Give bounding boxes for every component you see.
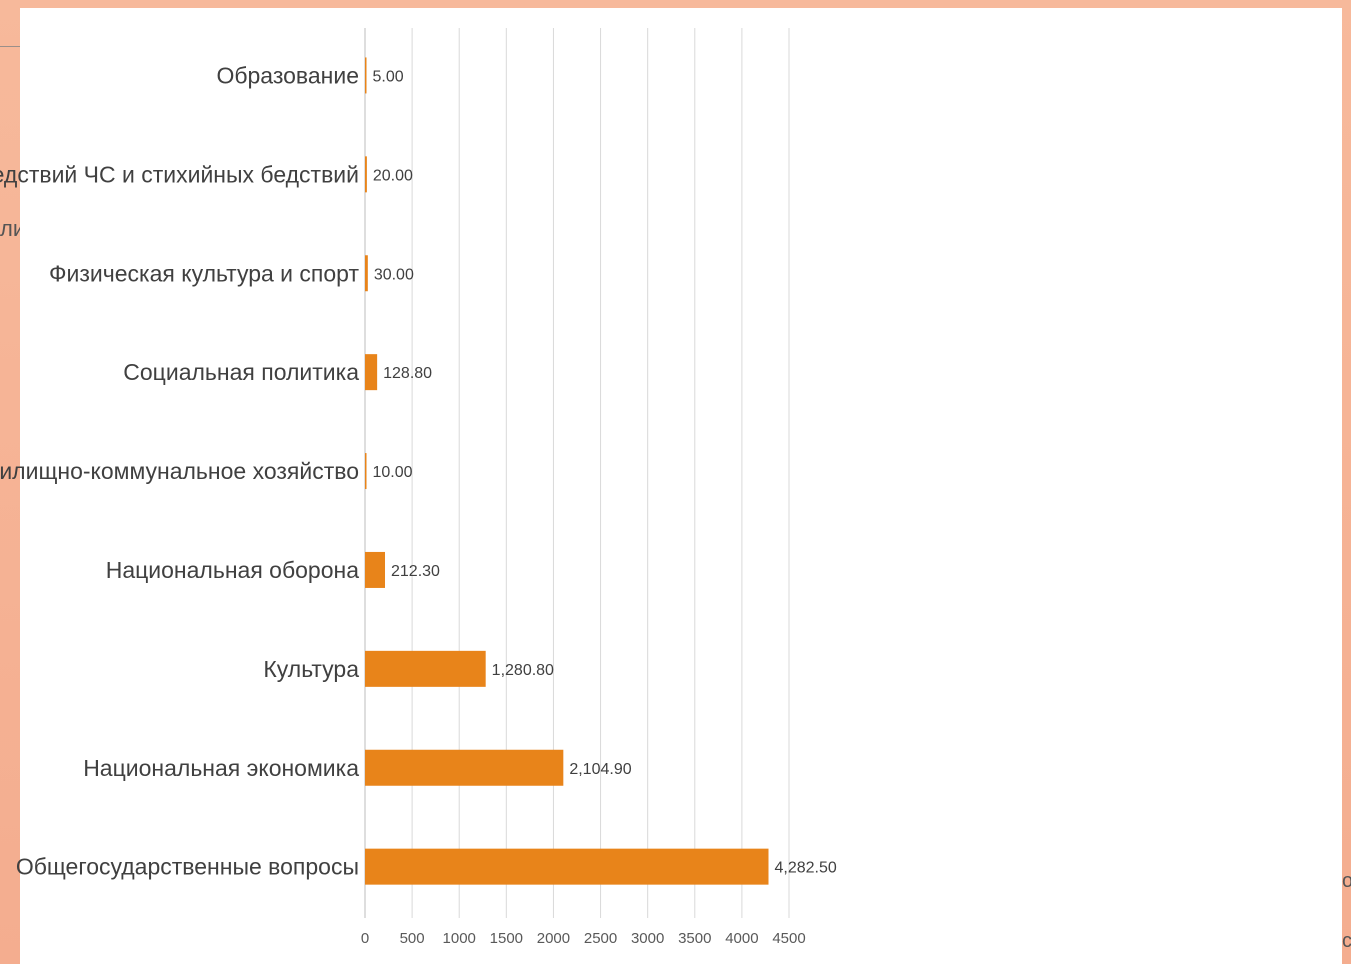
bar [365,551,386,588]
data-label: 128.80 [383,365,432,382]
x-tick-label: 3500 [678,930,711,947]
x-tick-label: 2000 [537,930,570,947]
bar [365,354,378,391]
bars [365,57,769,885]
data-label: 20.00 [373,167,413,184]
bar [365,749,564,786]
category-label: Физическая культура и спорт [49,260,359,286]
data-label: 30.00 [374,266,414,283]
bar [365,650,486,687]
x-tick-label: 4000 [725,930,758,947]
category-label: Национальная экономика [83,755,359,781]
category-label: Защита населения и территории от последс… [0,161,359,187]
x-tick-label: 4500 [772,930,805,947]
category-label: Культура [263,656,359,682]
background-divider [0,46,20,47]
data-label: 4,282.50 [775,860,837,877]
data-label: 1,280.80 [492,662,554,679]
right-edge-fragment-2: с [1342,930,1351,952]
data-label: 10.00 [373,464,413,481]
x-tick-label: 500 [400,930,425,947]
category-label: Общегосударственные вопросы [16,854,359,880]
data-label: 212.30 [391,563,440,580]
bar [365,255,368,292]
category-label: Образование [216,62,359,88]
bar [365,453,367,490]
bar [365,57,367,94]
bar [365,848,769,885]
x-tick-label: 3000 [631,930,664,947]
category-label: Жилищно-коммунальное хозяйство [0,458,359,484]
category-label: Национальная оборона [106,557,359,583]
right-edge-fragment-1: о [1342,870,1351,892]
x-tick-label: 2500 [584,930,617,947]
x-tick-label: 1500 [490,930,523,947]
data-label: 2,104.90 [569,761,631,778]
x-tick-label: 0 [361,930,369,947]
chart-panel [20,8,1342,964]
category-labels: Образование Защита населения и территории… [0,62,359,879]
x-axis-ticks: 0 500 1000 1500 2000 2500 3000 3500 4000 4500 [361,930,806,947]
x-tick-label: 1000 [443,930,476,947]
data-labels: 5.00 20.00 30.00 128.80 10.00 212.30 1,280.80 2… [373,68,837,876]
category-label: Социальная политика [123,359,359,385]
bar [365,156,367,193]
data-label: 5.00 [373,68,404,85]
